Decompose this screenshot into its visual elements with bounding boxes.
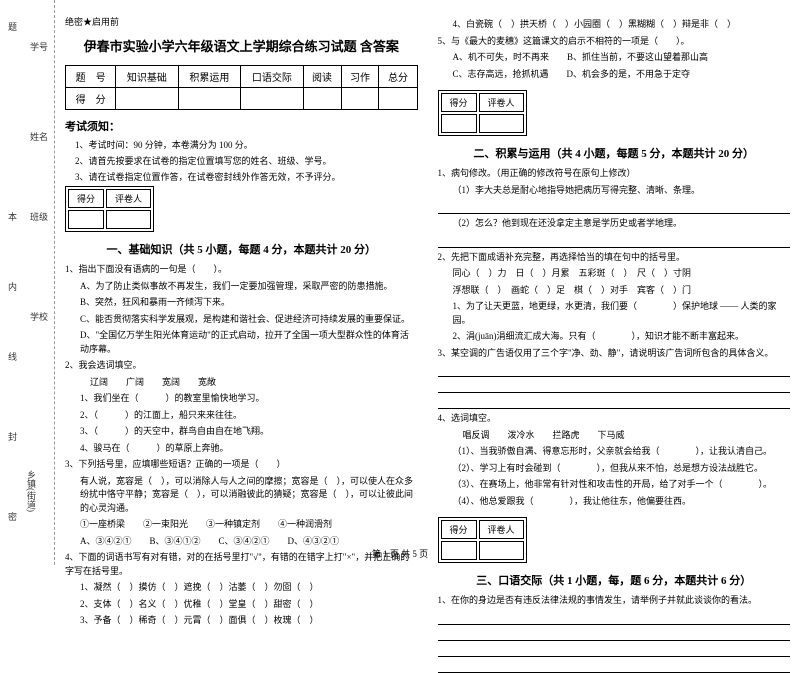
th-1: 知识基础	[116, 66, 178, 88]
sb-defen: 得分	[441, 93, 477, 112]
sb-pjr: 评卷人	[479, 520, 524, 539]
sb-pjr: 评卷人	[479, 93, 524, 112]
td-defen: 得 分	[66, 88, 116, 110]
s2q1-1: （1）李大夫总是耐心地指导她把病历写得完整、清晰、条理。	[453, 184, 791, 198]
q5-stem: 5、与《最大的麦穗》这篇课文的启示不相符的一项是（ ）。	[438, 35, 791, 49]
notice-2: 2、请首先按要求在试卷的指定位置填写您的姓名、班级、学号。	[75, 154, 418, 167]
sb-blank[interactable]	[106, 210, 151, 229]
th-6: 总分	[379, 66, 417, 88]
th-2: 积累运用	[178, 66, 240, 88]
q2-stem: 2、我会选词填空。	[65, 359, 418, 373]
score-cell[interactable]	[341, 88, 379, 110]
th-5: 习作	[341, 66, 379, 88]
q1-stem: 1、指出下面没有语病的一句是（ ）。	[65, 263, 418, 277]
s2q4-4: （4）、他总爱跟我（ ），我让他往东，他偏要往西。	[453, 495, 791, 509]
s2q4-2: （2）、学习上有时会碰到（ ），但我从来不怕，总是想方设法战胜它。	[453, 462, 791, 476]
s2q4-words: 唱反调 泼冷水 拦路虎 下马威	[463, 429, 791, 443]
mark-mi: 密	[8, 510, 17, 523]
q1-d: D、"全国亿万学生阳光体育运动"的正式启动，拉开了全国一项大型群众性的体育活动序…	[80, 329, 418, 356]
answer-line[interactable]	[438, 627, 791, 641]
q2-2: 2、（ ）的江面上，船只来来往往。	[80, 409, 418, 423]
notice-1: 1、考试时间：90 分钟，本卷满分为 100 分。	[75, 138, 418, 151]
score-cell[interactable]	[116, 88, 178, 110]
page-content: 绝密★启用前 伊春市实验小学六年级语文上学期综合练习试题 含答案 题 号 知识基…	[60, 0, 800, 565]
answer-line[interactable]	[438, 395, 791, 409]
q2-4: 4、骏马在（ ）的草原上奔驰。	[80, 442, 418, 456]
sb-blank[interactable]	[68, 210, 104, 229]
score-cell[interactable]	[241, 88, 303, 110]
page-footer: 第 1 页 共 5 页	[0, 547, 800, 560]
th-4: 阅读	[303, 66, 341, 88]
section2-title: 二、积累与运用（共 4 小题，每题 5 分，本题共计 20 分）	[438, 145, 791, 161]
q5-cd: C、志存高远，抢抓机遇 D、机会多的是，不用急于定夺	[453, 68, 791, 82]
s2q4-stem: 4、选词填空。	[438, 412, 791, 426]
q3-ans: A、③④②① B、③④①② C、③④②① D、④③②①	[80, 535, 418, 549]
mark-ti: 题	[8, 20, 17, 33]
answer-line[interactable]	[438, 234, 791, 248]
notice-title: 考试须知：	[65, 118, 418, 134]
sb-defen: 得分	[68, 189, 104, 208]
left-column: 绝密★启用前 伊春市实验小学六年级语文上学期综合练习试题 含答案 题 号 知识基…	[65, 15, 418, 555]
sb-blank[interactable]	[441, 114, 477, 133]
s2q2-l1: 同心（ ）力 日（ ）月累 五彩斑（ ） 尺（ ）寸阴	[453, 267, 791, 281]
s3q1: 1、在你的身边是否有违反法律法规的事情发生，请举例子并就此谈谈你的看法。	[438, 594, 791, 608]
q1-b: B、突然，狂风和暴雨一齐倾泻下来。	[80, 296, 418, 310]
mark-ben: 本	[8, 210, 17, 223]
q1-a: A、为了防止类似事故不再发生，我们一定要加强管理，采取严密的防患措施。	[80, 280, 418, 294]
scorer-box-1: 得分评卷人	[65, 186, 154, 232]
right-column: 4、白瓷碗（ ）拱天桥（ ）小园圈（ ）黑糊糊（ ）辩是非（ ） 5、与《最大的…	[438, 15, 791, 555]
label-xiangzhen: 乡镇(街道)	[25, 470, 38, 512]
section3-title: 三、口语交际（共 1 小题，每，题 6 分，本题共计 6 分）	[438, 572, 791, 588]
label-banji: 班级	[30, 210, 48, 223]
q2-3: 3、（ ）的天空中，群鸟自由自在地飞翔。	[80, 425, 418, 439]
q3-line: 有人说，宽容是（ ），可以消除人与人之间的摩擦；宽容是（ ），可以使人在众多纷扰…	[80, 475, 418, 516]
mark-nei: 内	[8, 280, 17, 293]
q4-4: 4、白瓷碗（ ）拱天桥（ ）小园圈（ ）黑糊糊（ ）辩是非（ ）	[453, 18, 791, 32]
score-cell[interactable]	[303, 88, 341, 110]
label-xuexiao: 学校	[30, 310, 48, 323]
answer-line[interactable]	[438, 379, 791, 393]
answer-line[interactable]	[438, 643, 791, 657]
scorer-box-2: 得分评卷人	[438, 90, 527, 136]
label-xingming: 姓名	[30, 130, 48, 143]
q3-stem: 3、下列括号里，应填哪些短语？正确的一项是（ ）	[65, 458, 418, 472]
sb-pjr: 评卷人	[106, 189, 151, 208]
notice-3: 3、请在试卷指定位置作答，在试卷密封线外作答无效，不予评分。	[75, 170, 418, 183]
th-3: 口语交际	[241, 66, 303, 88]
q1-c: C、能否贯彻落实科学发展观，是构建和谐社会、促进经济可持续发展的重要保证。	[80, 313, 418, 327]
mark-xian: 线	[8, 350, 17, 363]
q5-ab: A、机不可失，时不再来 B、抓住当前，不要这山望着那山高	[453, 51, 791, 65]
q2-1: 1、我们坐在（ ）的教室里愉快地学习。	[80, 392, 418, 406]
q4-1: 1、凝然（ ）摸仿（ ）遮挽（ ）沽萎（ ）勿囵（ ）	[80, 581, 418, 595]
s2q1-2: （2）怎么？他到现在还没拿定主意是学历史或者学地理。	[453, 217, 791, 231]
q2-words: 辽阔 广阔 宽阔 宽敞	[90, 376, 418, 390]
score-cell[interactable]	[178, 88, 240, 110]
secret-mark: 绝密★启用前	[65, 15, 418, 28]
answer-line[interactable]	[438, 363, 791, 377]
s2q3-stem: 3、某空调的广告语仅用了三个字"净、劲、静"，请说明该广告词所包含的具体含义。	[438, 347, 791, 361]
binding-margin: 学号 姓名 班级 学校 乡镇(街道) 题 本 内 线 封 密	[0, 0, 55, 565]
q3-opts: ①一座桥梁 ②一束阳光 ③一种镇定剂 ④一种润滑剂	[80, 518, 418, 532]
answer-line[interactable]	[438, 659, 791, 673]
exam-title: 伊春市实验小学六年级语文上学期综合练习试题 含答案	[65, 36, 418, 55]
q4-2: 2、支体（ ）名义（ ）优稚（ ）堂皇（ ）甜密（ ）	[80, 598, 418, 612]
score-table: 题 号 知识基础 积累运用 口语交际 阅读 习作 总分 得 分	[65, 65, 418, 110]
mark-feng: 封	[8, 430, 17, 443]
sb-defen: 得分	[441, 520, 477, 539]
s2q2-l2: 浮想联（ ） 画蛇（ ）足 棋（ ）对手 宾客（ ）门	[453, 284, 791, 298]
sb-blank[interactable]	[479, 114, 524, 133]
s2q4-1: （1）、当我骄傲自满、得意忘形时，父亲就会给我（ ），让我认清自己。	[453, 445, 791, 459]
s2q2-l3: 1、为了让天更蓝，地更绿，水更清，我们要（ ）保护地球 —— 人类的家园。	[453, 300, 791, 327]
s2q4-3: （3）、在赛场上，他非常有针对性和攻击性的开局，给了对手一个（ ）。	[453, 478, 791, 492]
q4-3: 3、予备（ ）稀奇（ ）元霄（ ）面俱（ ）枚瑰（ ）	[80, 614, 418, 628]
s2q2-stem: 2、先把下面成语补充完整，再选择恰当的填在句中的括号里。	[438, 251, 791, 265]
answer-line[interactable]	[438, 200, 791, 214]
th-tihao: 题 号	[66, 66, 116, 88]
s2q2-l4: 2、涓(juān)涓细流汇成大海。只有（ ），知识才能不断丰富起来。	[453, 330, 791, 344]
s2q1-stem: 1、病句修改。（用正确的修改符号在原句上修改）	[438, 167, 791, 181]
section1-title: 一、基础知识（共 5 小题，每题 4 分，本题共计 20 分）	[65, 241, 418, 257]
score-cell[interactable]	[379, 88, 417, 110]
answer-line[interactable]	[438, 611, 791, 625]
label-xuehao: 学号	[30, 40, 48, 53]
